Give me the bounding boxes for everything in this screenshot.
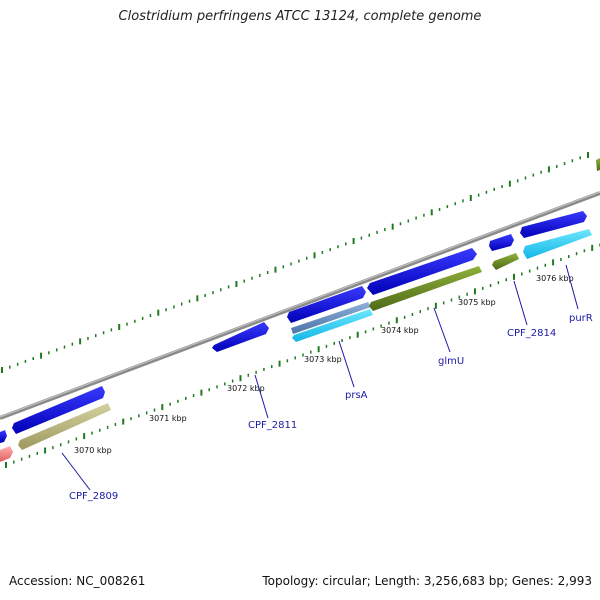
gene-label-prsa[interactable]: prsA (345, 390, 368, 401)
gene-bar-cyan[interactable] (523, 229, 592, 259)
gene-arrow-forward[interactable] (367, 248, 477, 295)
gene-arrow-forward[interactable] (12, 386, 105, 434)
genome-backbone (0, 191, 600, 420)
upper-tick-row (1, 152, 589, 373)
gene-bar-cyan[interactable] (292, 309, 373, 342)
gene-label-leader (565, 264, 579, 310)
gene-label-leader (433, 307, 451, 353)
gene-label-leader (513, 280, 528, 326)
gene-label-leader (254, 374, 269, 419)
gene-label-glmu[interactable]: glmU (438, 356, 464, 367)
gene-arrow-forward[interactable] (489, 234, 514, 251)
gene-arrow-forward[interactable] (287, 286, 366, 323)
genome-summary-text: Topology: circular; Length: 3,256,683 bp… (262, 574, 592, 588)
map-title: Clostridium perfringens ATCC 13124, comp… (118, 9, 482, 24)
gene-arrow-forward[interactable] (0, 430, 7, 443)
kbp-label: 3076 kbp (536, 274, 574, 283)
kbp-label: 3072 kbp (227, 384, 265, 393)
gene-arrow-forward[interactable] (212, 322, 269, 352)
gene-label-cpf-2811[interactable]: CPF_2811 (248, 420, 297, 431)
gene-bar-steel[interactable] (291, 302, 371, 334)
kbp-label: 3074 kbp (381, 326, 419, 335)
accession-text: Accession: NC_008261 (9, 574, 146, 588)
kbp-label: 3073 kbp (304, 355, 342, 364)
kbp-label: 3070 kbp (74, 446, 112, 455)
kbp-label: 3071 kbp (149, 414, 187, 423)
gene-bar-olive[interactable] (369, 266, 482, 311)
gene-arrow-forward[interactable] (520, 211, 587, 238)
gene-label-leader (61, 452, 91, 491)
genome-backbone-highlight (0, 191, 600, 418)
gene-label-leader (338, 340, 355, 388)
gene-label-cpf-2809[interactable]: CPF_2809 (69, 491, 118, 502)
gene-bar-pink[interactable] (0, 446, 13, 462)
gene-label-purr[interactable]: purR (569, 313, 593, 324)
kbp-label: 3075 kbp (458, 298, 496, 307)
gene-bar-olive[interactable] (492, 253, 519, 270)
lower-tick-row (5, 243, 600, 468)
gene-bar-khaki[interactable] (18, 403, 111, 450)
gene-label-cpf-2814[interactable]: CPF_2814 (507, 328, 556, 339)
gene-bar-olive[interactable] (596, 158, 600, 171)
